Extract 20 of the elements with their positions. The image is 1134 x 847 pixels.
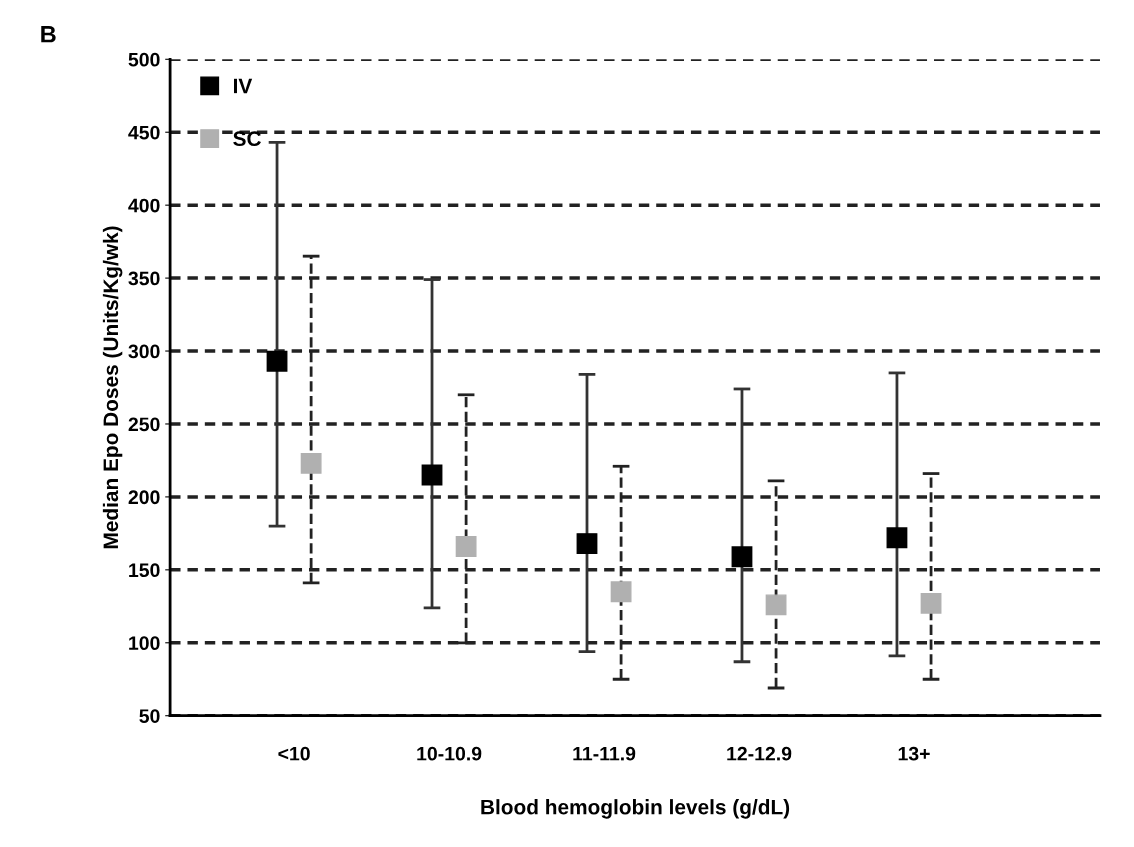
y-axis-title: Median Epo Doses (Units/Kg/wk) (102, 226, 123, 549)
y-tick-label: 500 (128, 52, 160, 67)
x-tick-label: 12-12.9 (727, 746, 792, 761)
y-tick-label: 50 (139, 709, 160, 723)
legend-label: SC (233, 131, 261, 147)
x-tick-label: 10-10.9 (417, 746, 482, 761)
text: B (41, 26, 56, 43)
x-tick-label: 11-11.9 (573, 746, 636, 761)
y-tick-label: 150 (129, 563, 160, 578)
y-tick-label: 100 (129, 636, 160, 651)
legend-label: IV (233, 78, 253, 94)
y-tick-label: 300 (128, 344, 160, 359)
x-tick-label: 13+ (898, 746, 930, 761)
y-tick-label: 400 (128, 198, 160, 213)
x-axis-title: Blood hemoglobin levels (g/dL) (481, 799, 790, 819)
y-tick-label: 450 (128, 125, 160, 140)
y-tick-label: 250 (128, 417, 160, 432)
y-tick-label: 350 (128, 271, 160, 286)
x-tick-label: <10 (278, 746, 310, 761)
y-tick-label: 200 (128, 490, 160, 505)
